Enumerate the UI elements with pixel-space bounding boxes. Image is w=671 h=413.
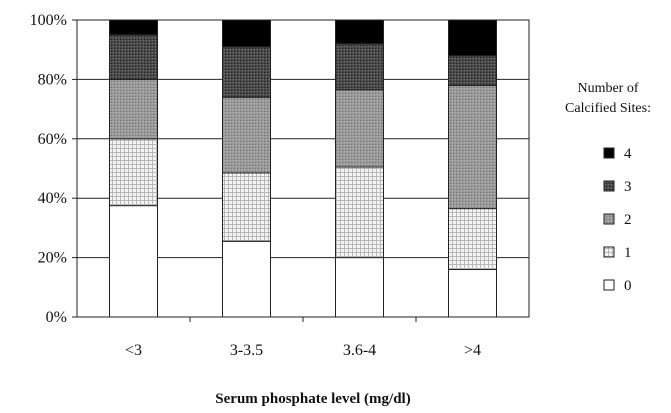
legend-swatch-2 (603, 213, 615, 225)
bar-segment-4-0 (109, 19, 158, 36)
bar-segment-3-3 (448, 55, 497, 86)
bar-segment-2-3 (448, 84, 497, 210)
x-axis-label: Serum phosphate level (mg/dl) (215, 391, 410, 407)
bar-segment-0-0 (109, 205, 158, 318)
bar-segment-1-3 (448, 208, 497, 270)
x-category-label: 3.6-4 (343, 342, 376, 359)
x-category-label: 3-3.5 (230, 342, 263, 359)
y-tick-label: 40% (38, 190, 67, 207)
x-category-label: >4 (464, 342, 481, 359)
y-tick-label: 100% (30, 12, 67, 29)
legend-swatch-1 (603, 246, 615, 258)
bar-segment-3-2 (335, 43, 384, 91)
legend-swatch-4 (603, 147, 615, 159)
legend-swatch-3 (603, 180, 615, 192)
bar-segment-3-1 (222, 46, 271, 98)
legend-title: Number of (577, 81, 638, 96)
bar-segment-1-1 (222, 172, 271, 242)
bar-segment-0-2 (335, 257, 384, 318)
bar-segment-1-0 (109, 138, 158, 207)
legend-label-0: 0 (624, 278, 632, 294)
legend-label-3: 3 (624, 179, 632, 195)
legend-label-1: 1 (624, 245, 632, 261)
legend-title: Calcified Sites: (565, 101, 651, 116)
legend-label-2: 2 (624, 212, 632, 228)
y-tick-label: 60% (38, 131, 67, 148)
y-tick-label: 80% (38, 71, 67, 88)
x-category-label: <3 (125, 342, 142, 359)
bar-segment-4-3 (448, 19, 497, 57)
bar-segment-2-1 (222, 96, 271, 174)
bar-segment-4-2 (335, 19, 384, 45)
bar-segment-0-3 (448, 268, 497, 318)
bar-segment-1-2 (335, 166, 384, 259)
bar-segment-2-2 (335, 89, 384, 168)
bar-segment-0-1 (222, 240, 271, 318)
y-tick-label: 20% (38, 250, 67, 267)
legend-swatch-0 (603, 279, 615, 291)
legend-label-4: 4 (624, 146, 632, 162)
y-tick-label: 0% (46, 309, 67, 326)
bar-segment-4-1 (222, 19, 271, 48)
bar-segment-3-0 (109, 34, 158, 80)
bar-segment-2-0 (109, 78, 158, 140)
